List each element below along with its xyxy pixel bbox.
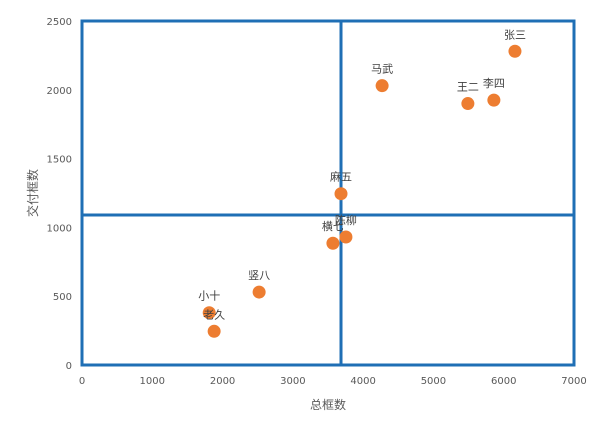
data-point	[487, 93, 501, 107]
data-label: 横七	[322, 219, 344, 233]
data-label: 小十	[198, 289, 220, 303]
data-label: 马武	[371, 63, 393, 76]
y-tick-label: 2500	[47, 17, 72, 28]
x-tick-label: 7000	[561, 376, 586, 387]
y-tick-label: 1000	[47, 223, 72, 234]
data-label: 王二	[457, 81, 479, 94]
x-tick-label: 6000	[491, 376, 516, 387]
data-label: 竖八	[248, 269, 270, 282]
x-axis-label: 总框数	[310, 397, 346, 412]
x-tick-label: 3000	[280, 376, 305, 387]
data-label: 张三	[504, 28, 526, 41]
data-point	[326, 236, 340, 250]
y-tick-label: 500	[53, 292, 72, 303]
data-point	[252, 285, 266, 299]
x-tick-label: 1000	[140, 376, 165, 387]
data-point	[461, 97, 475, 111]
data-point	[508, 44, 522, 58]
data-label: 麻五	[330, 170, 352, 184]
x-tick-label: 5000	[421, 376, 446, 387]
data-label: 李四	[483, 76, 505, 90]
y-tick-label: 2000	[47, 86, 72, 97]
data-point	[207, 324, 221, 338]
x-tick-label: 4000	[350, 376, 375, 387]
plot-frame	[80, 19, 576, 367]
y-axis-label: 交付框数	[25, 169, 40, 217]
data-point	[375, 79, 389, 93]
data-point	[202, 306, 216, 320]
data-label: 老久	[203, 308, 225, 321]
x-tick-label: 0	[79, 376, 85, 387]
data-point	[334, 187, 348, 201]
y-tick-label: 0	[66, 361, 72, 372]
data-point	[339, 230, 353, 244]
x-tick-label: 2000	[210, 376, 235, 387]
data-label: 陈柳	[335, 213, 357, 227]
y-tick-label: 1500	[47, 155, 72, 166]
